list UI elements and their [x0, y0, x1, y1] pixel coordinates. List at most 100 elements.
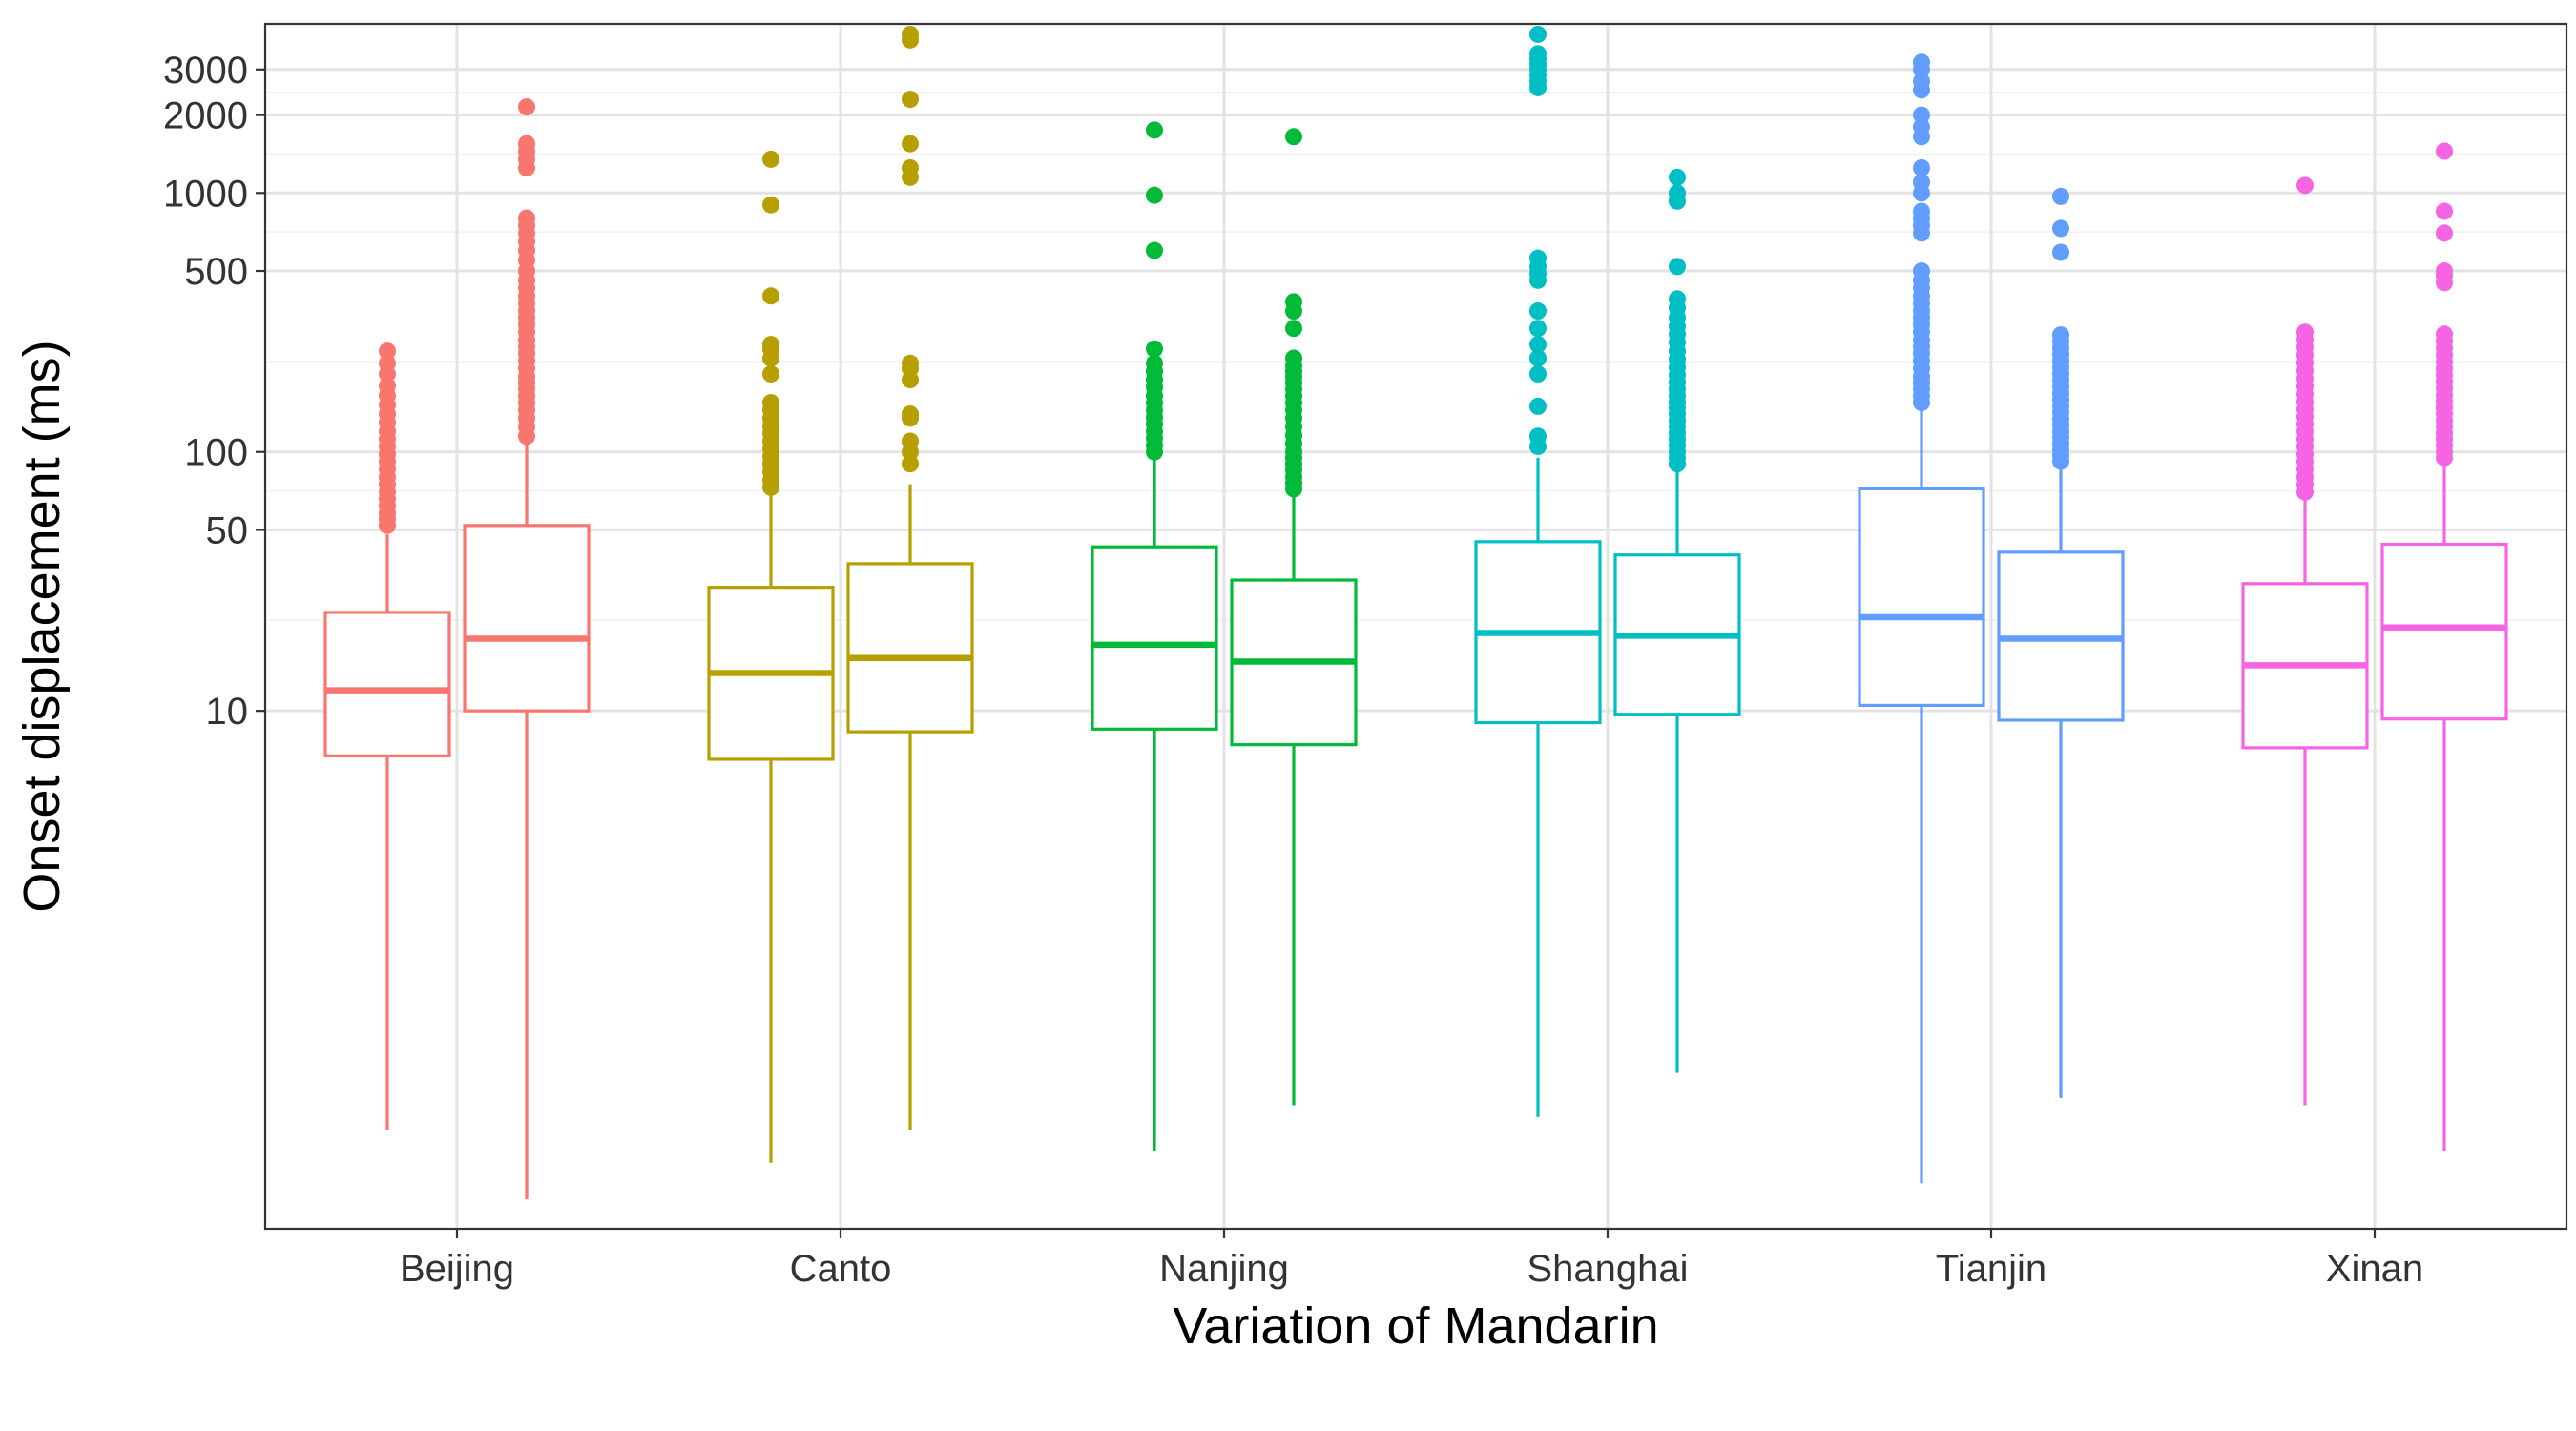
- outlier-point: [2052, 326, 2069, 344]
- boxplot-nanjing-left: [1091, 121, 1218, 1151]
- outlier-point: [762, 336, 779, 354]
- outlier-point: [2296, 176, 2314, 195]
- outlier-point: [1146, 340, 1163, 358]
- x-tick-label: Tianjin: [1936, 1248, 2046, 1290]
- outlier-point: [1529, 365, 1547, 384]
- boxplot-nanjing-right: [1230, 128, 1358, 1106]
- outlier-point: [1529, 336, 1547, 354]
- y-tick-label: 2000: [163, 95, 248, 137]
- outlier-point: [1913, 158, 1930, 176]
- outlier-point: [1913, 53, 1930, 72]
- boxplot-shanghai-right: [1613, 168, 1741, 1073]
- outlier-point: [902, 455, 919, 473]
- outlier-point: [902, 405, 919, 424]
- outlier-point: [1285, 293, 1302, 311]
- outlier-point: [1285, 128, 1302, 146]
- box-iqr: [463, 524, 591, 713]
- outlier-point: [1529, 302, 1547, 321]
- outlier-point: [1529, 349, 1547, 367]
- outlier-point: [762, 196, 779, 214]
- outlier-point: [1529, 249, 1547, 267]
- box-iqr: [1091, 545, 1218, 731]
- outlier-point: [2052, 219, 2069, 238]
- outlier-point: [1669, 290, 1686, 308]
- outlier-point: [1285, 349, 1302, 367]
- outlier-point: [2436, 262, 2453, 280]
- outlier-point: [379, 377, 396, 395]
- y-tick-label: 1000: [163, 173, 248, 215]
- y-axis-title: Onset displacement (ms): [13, 340, 71, 912]
- boxplot-tianjin-left: [1858, 53, 1985, 1184]
- outlier-point: [1669, 184, 1686, 202]
- outlier-point: [902, 91, 919, 109]
- outlier-point: [902, 354, 919, 372]
- x-tick-label: Canto: [790, 1248, 892, 1290]
- outlier-point: [1529, 427, 1547, 446]
- outlier-point: [1146, 241, 1163, 259]
- x-tick-label: Nanjing: [1159, 1248, 1289, 1290]
- outlier-point: [762, 150, 779, 168]
- boxplot-shanghai-left: [1474, 25, 1602, 1117]
- outlier-point: [379, 354, 396, 372]
- panel-border: [263, 22, 2568, 1231]
- outlier-point: [2436, 224, 2453, 242]
- y-tick-label: 3000: [163, 50, 248, 92]
- outlier-point: [1529, 397, 1547, 415]
- box-iqr: [2380, 542, 2508, 721]
- outlier-point: [1913, 202, 1930, 220]
- outlier-point: [1529, 320, 1547, 338]
- y-tick-label: 500: [184, 251, 248, 293]
- outlier-point: [1913, 174, 1930, 192]
- outlier-point: [2436, 202, 2453, 220]
- box-layer: [323, 25, 2508, 1200]
- outlier-point: [1285, 320, 1302, 338]
- outlier-point: [1913, 262, 1930, 280]
- outlier-point: [2436, 142, 2453, 160]
- x-tick-label: Shanghai: [1527, 1248, 1688, 1290]
- outlier-point: [1146, 354, 1163, 372]
- boxplot-canto-left: [707, 150, 835, 1163]
- outlier-point: [1146, 186, 1163, 204]
- outlier-point: [518, 135, 535, 153]
- boxplot-xinan-left: [2241, 176, 2369, 1106]
- outlier-point: [1913, 118, 1930, 136]
- x-tick-label: Xinan: [2326, 1248, 2423, 1290]
- box-iqr: [323, 611, 451, 757]
- outlier-point: [1669, 168, 1686, 186]
- outlier-point: [1529, 25, 1547, 43]
- outlier-point: [762, 394, 779, 412]
- outlier-point: [1913, 106, 1930, 124]
- outlier-point: [902, 158, 919, 176]
- boxplot-xinan-right: [2380, 142, 2508, 1151]
- y-tick-label: 10: [206, 691, 249, 733]
- outlier-point: [902, 135, 919, 153]
- outlier-point: [1529, 45, 1547, 63]
- outlier-point: [518, 98, 535, 116]
- outlier-point: [902, 25, 919, 43]
- y-tick-label: 100: [184, 432, 248, 474]
- box-iqr: [846, 562, 974, 734]
- outlier-point: [1146, 121, 1163, 139]
- outlier-point: [902, 432, 919, 450]
- outlier-point: [2296, 323, 2314, 342]
- x-tick-label: Beijing: [400, 1248, 514, 1290]
- grid-layer: [265, 24, 2566, 1229]
- outlier-point: [2052, 243, 2069, 261]
- outlier-point: [379, 342, 396, 361]
- x-axis-title: Variation of Mandarin: [1173, 1297, 1658, 1355]
- outlier-point: [518, 209, 535, 227]
- y-tick-label: 50: [206, 509, 249, 551]
- box-iqr: [1858, 487, 1985, 707]
- outlier-point: [1669, 258, 1686, 276]
- outlier-point: [762, 287, 779, 305]
- boxplot-beijing-right: [463, 98, 591, 1200]
- outlier-point: [2436, 325, 2453, 343]
- outlier-point: [1913, 73, 1930, 91]
- outlier-point: [2052, 187, 2069, 205]
- boxplot-beijing-left: [323, 342, 451, 1130]
- outlier-point: [762, 365, 779, 384]
- boxplot-canto-right: [846, 25, 974, 1130]
